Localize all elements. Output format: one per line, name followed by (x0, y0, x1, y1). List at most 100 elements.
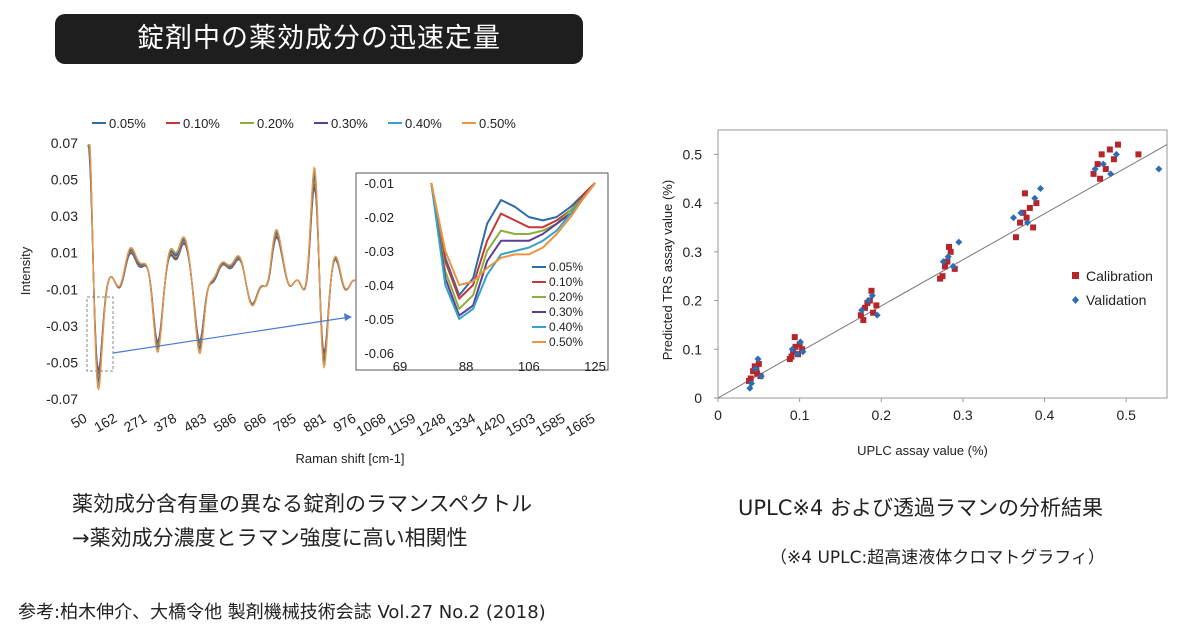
calibration-point (857, 312, 864, 319)
zoom-region-box (86, 296, 114, 372)
legend-label: 0.20% (257, 116, 294, 131)
calibration-point (1021, 190, 1028, 197)
calibration-point (791, 334, 798, 341)
calibration-point (1012, 234, 1019, 241)
inset-y-tick-label: -0.01 (364, 176, 394, 191)
x-tick-label: 378 (151, 410, 179, 436)
y-tick-label: 0.4 (683, 195, 703, 211)
validation-point (1010, 214, 1018, 222)
calibration-point (1090, 170, 1097, 177)
legend-calibration-marker (1072, 272, 1079, 279)
x-tick-label: 785 (270, 410, 298, 436)
y-axis-label: Intensity (18, 246, 33, 295)
validation-point (793, 350, 801, 358)
validation-point (868, 292, 876, 300)
x-tick-label: 483 (181, 410, 209, 436)
validation-point (757, 372, 765, 380)
calibration-point (1102, 165, 1109, 172)
legend-label: 0.40% (405, 116, 442, 131)
validation-point (752, 365, 760, 373)
inset-series-line (430, 182, 596, 320)
x-axis-label: Raman shift [cm-1] (295, 451, 404, 466)
validation-point (858, 306, 866, 314)
calibration-point (1030, 224, 1037, 231)
x-tick-label: 1665 (563, 410, 598, 440)
validation-point (1155, 165, 1163, 173)
left-caption-line1: 薬効成分含有量の異なる錠剤のラマンスペクトル (72, 492, 533, 516)
x-tick-label: 0.4 (1035, 407, 1055, 423)
calibration-point (944, 258, 951, 265)
validation-point (747, 379, 755, 387)
calibration-point (868, 287, 875, 294)
calibration-point (746, 377, 753, 384)
validation-point (1099, 160, 1107, 168)
validation-point (796, 338, 804, 346)
calibration-point (1097, 175, 1104, 182)
y-tick-label: 0.3 (683, 244, 703, 260)
y-tick-label: -0.01 (46, 281, 78, 297)
validation-point (1107, 170, 1115, 178)
legend-validation-label: Validation (1086, 292, 1146, 308)
y-tick-label: -0.07 (46, 391, 78, 407)
calibration-point (941, 263, 948, 270)
inset-legend-label: 0.20% (549, 290, 583, 304)
inset-legend-label: 0.50% (549, 335, 583, 349)
spectrum-line (88, 144, 356, 392)
calibration-point (754, 370, 761, 377)
inset-y-tick-label: -0.04 (364, 278, 394, 293)
legend-label: 0.30% (331, 116, 368, 131)
inset-x-tick-label: 88 (459, 359, 473, 374)
validation-point (1017, 209, 1025, 217)
legend-calibration-label: Calibration (1086, 268, 1153, 284)
calibration-point (750, 368, 757, 375)
x-tick-label: 586 (211, 410, 239, 436)
legend-validation-marker (1072, 296, 1079, 304)
calibration-point (1023, 214, 1030, 221)
validation-point (754, 355, 762, 363)
calibration-point (873, 302, 880, 309)
validation-point (1091, 165, 1099, 173)
validation-point (864, 297, 872, 305)
right-caption-line2: （※4 UPLC:超高速液体クロマトグラフィ） (770, 548, 1105, 568)
plot-frame (717, 129, 1168, 399)
raman-spectrum-chart: 0.05% 0.10% 0.20% 0.30% 0.40% 0.50%0.070.050.… (18, 116, 609, 466)
validation-point (799, 348, 807, 356)
y-tick-label: -0.03 (46, 318, 78, 334)
inset-legend-label: 0.40% (549, 320, 583, 334)
calibration-point (1017, 219, 1024, 226)
inset-series-line (430, 182, 596, 286)
y-tick-label: 0.07 (51, 135, 78, 151)
calibration-point (1135, 151, 1142, 158)
x-tick-label: 50 (68, 410, 90, 432)
calibration-point (861, 304, 868, 311)
x-tick-label: 881 (300, 410, 328, 436)
y-tick-label: 0.05 (51, 172, 78, 188)
y-tick-label: 0.2 (683, 293, 703, 309)
validation-point (1031, 194, 1039, 202)
y-tick-label: 0 (694, 390, 702, 406)
left-caption-line2: →薬効成分濃度とラマン強度に高い相関性 (72, 526, 468, 550)
inset-frame (355, 172, 609, 371)
validation-point (746, 384, 754, 392)
validation-point (788, 345, 796, 353)
inset-y-tick-label: -0.05 (364, 312, 394, 327)
x-tick-label: 0.5 (1116, 407, 1136, 423)
inset-legend-label: 0.05% (549, 260, 583, 274)
x-tick-label: 271 (121, 410, 149, 436)
x-axis-label: UPLC assay value (%) (857, 443, 988, 458)
x-tick-label: 0.3 (953, 407, 973, 423)
calibration-point (870, 309, 877, 316)
validation-point (944, 253, 952, 261)
calibration-point (1098, 151, 1105, 158)
calibration-point (951, 265, 958, 272)
calibration-point (947, 248, 954, 255)
calibration-point (1115, 141, 1122, 148)
y-tick-label: 0.1 (683, 341, 703, 357)
x-tick-label: 0.2 (872, 407, 892, 423)
legend-label: 0.50% (479, 116, 516, 131)
inset-y-tick-label: -0.06 (364, 346, 394, 361)
calibration-point (1094, 161, 1101, 168)
calibration-point (786, 356, 793, 363)
zoom-arrow-head (344, 313, 352, 321)
calibration-point (860, 317, 867, 324)
